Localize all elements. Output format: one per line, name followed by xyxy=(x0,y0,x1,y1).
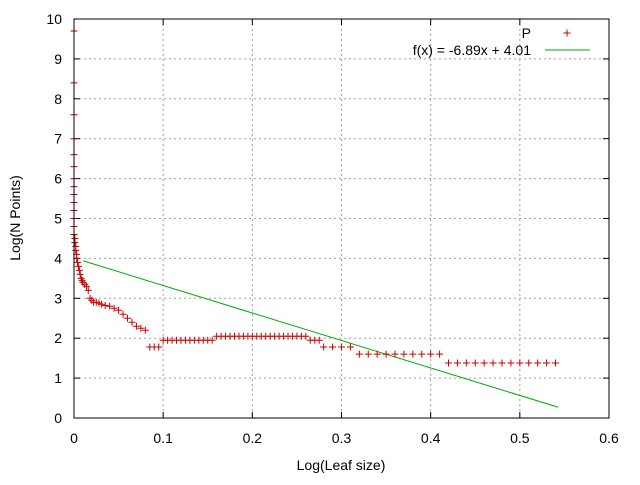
y-tick-label: 9 xyxy=(54,51,62,67)
x-tick-label: 0.3 xyxy=(332,430,352,446)
data-point xyxy=(480,359,488,367)
data-point xyxy=(489,359,497,367)
data-point xyxy=(391,350,399,358)
y-tick-label: 5 xyxy=(54,211,62,227)
data-point xyxy=(128,318,136,326)
data-point xyxy=(124,314,131,322)
data-point xyxy=(302,332,310,340)
x-tick-label: 0.2 xyxy=(243,430,263,446)
data-point xyxy=(119,310,127,318)
data-point xyxy=(110,304,118,312)
legend: P f(x) = -6.89x + 4.01 xyxy=(413,25,590,58)
data-point xyxy=(471,359,479,367)
data-point xyxy=(155,343,163,351)
data-point xyxy=(445,359,452,367)
data-point xyxy=(409,350,417,358)
y-tick-label: 8 xyxy=(54,91,62,107)
data-layer xyxy=(70,27,559,408)
data-point xyxy=(72,246,80,254)
data-point xyxy=(71,238,79,246)
data-point xyxy=(364,350,372,358)
data-point xyxy=(552,359,559,367)
data-point xyxy=(132,322,140,330)
plot-frame xyxy=(73,18,610,419)
data-point xyxy=(525,359,533,367)
data-point xyxy=(74,258,82,266)
data-point xyxy=(418,350,426,358)
data-point xyxy=(507,359,515,367)
data-point xyxy=(355,350,363,358)
data-point xyxy=(137,324,145,332)
legend-label-p: P xyxy=(522,25,531,41)
legend-label-fit: f(x) = -6.89x + 4.01 xyxy=(413,42,531,58)
data-point xyxy=(373,350,381,358)
data-point xyxy=(329,343,337,351)
data-point xyxy=(315,336,323,344)
y-tick-label: 7 xyxy=(54,131,62,147)
y-tick-label: 3 xyxy=(54,290,62,306)
data-point xyxy=(101,301,109,309)
y-tick-label: 6 xyxy=(54,171,62,187)
data-point xyxy=(543,359,551,367)
y-tick-label: 10 xyxy=(46,11,62,27)
x-axis-title: Log(Leaf size) xyxy=(297,457,386,473)
data-point xyxy=(82,282,90,290)
data-point xyxy=(516,359,524,367)
grid xyxy=(74,19,609,418)
y-tick-label: 4 xyxy=(54,250,62,266)
legend-marker-p xyxy=(563,29,571,37)
data-point xyxy=(338,343,345,351)
data-point xyxy=(84,286,92,294)
data-point xyxy=(141,326,149,334)
fit-line xyxy=(82,260,559,408)
axis-labels: 0 0.1 0.2 0.3 0.4 0.5 0.6 0 1 2 3 4 5 6 7 8 9 10 xyxy=(46,11,619,446)
x-tick-label: 0.1 xyxy=(153,430,173,446)
x-tick-label: 0.5 xyxy=(510,430,530,446)
data-point xyxy=(75,266,83,274)
data-point xyxy=(115,306,123,314)
data-point xyxy=(436,350,444,358)
data-point xyxy=(320,343,328,351)
data-point xyxy=(462,359,470,367)
data-point xyxy=(76,270,84,278)
data-point xyxy=(106,302,114,310)
data-point xyxy=(498,359,506,367)
y-axis-title: Log(N Points) xyxy=(7,175,23,261)
x-tick-label: 0 xyxy=(70,430,78,446)
x-tick-label: 0.4 xyxy=(421,430,441,446)
x-tick-label: 0.6 xyxy=(599,430,619,446)
y-tick-label: 2 xyxy=(54,330,62,346)
data-point xyxy=(453,359,461,367)
data-point xyxy=(208,336,216,344)
data-point xyxy=(400,350,408,358)
data-point xyxy=(346,343,354,351)
data-point xyxy=(98,300,106,308)
y-tick-label: 0 xyxy=(54,410,62,426)
data-point xyxy=(534,359,542,367)
data-point xyxy=(74,262,82,270)
data-point xyxy=(382,350,390,358)
y-tick-label: 1 xyxy=(54,370,62,386)
data-point xyxy=(427,350,435,358)
